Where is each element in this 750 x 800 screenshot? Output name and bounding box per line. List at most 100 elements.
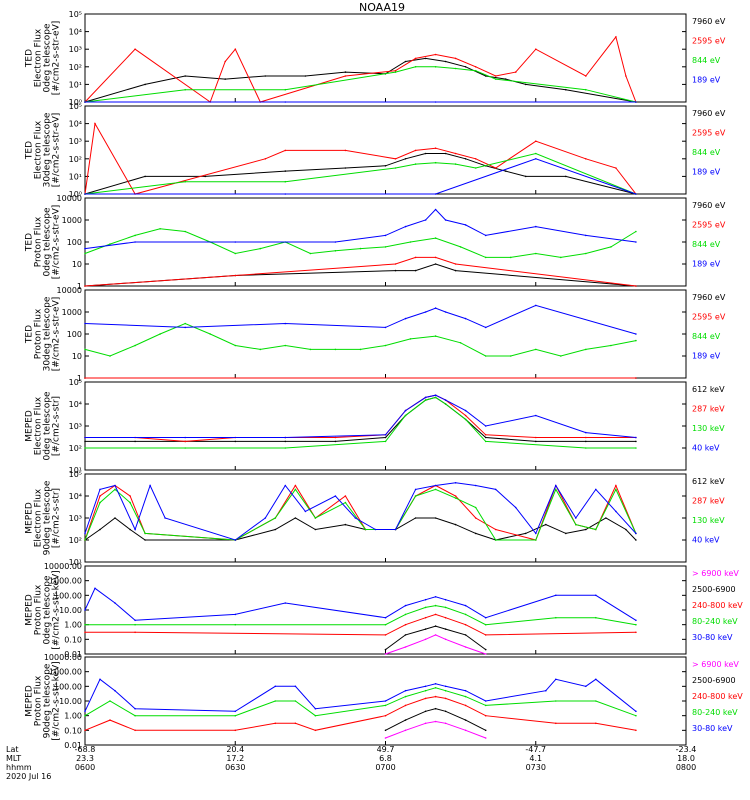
data-point	[234, 241, 237, 243]
data-point	[234, 440, 237, 443]
panel-2: 10⁰ 10¹ 10² 10³ 10⁴ 10⁵ TEDElectron Flux30deg …	[25, 102, 726, 199]
data-point	[414, 495, 417, 497]
data-point	[610, 344, 612, 347]
data-point	[585, 447, 587, 449]
data-point	[134, 344, 136, 347]
data-point	[294, 484, 297, 487]
data-point	[404, 414, 407, 417]
legend-entry: 7960 eV	[692, 17, 726, 26]
data-point	[585, 88, 587, 91]
data-point	[344, 75, 347, 77]
y-tick-label: 10⁵	[69, 102, 82, 111]
y-tick-label: 100	[67, 330, 82, 339]
x-tick-label-time: 0800	[676, 763, 696, 772]
data-point	[414, 517, 417, 519]
data-point	[484, 653, 487, 655]
legend-entry: 189 eV	[692, 76, 721, 85]
data-point	[134, 48, 136, 50]
legend-entry: 844 eV	[692, 332, 721, 341]
data-point	[434, 596, 437, 598]
data-point	[234, 252, 237, 255]
data-point	[615, 488, 617, 491]
data-point	[134, 440, 136, 443]
legend-entry: 844 eV	[692, 240, 721, 249]
data-point	[434, 208, 437, 211]
data-point	[149, 484, 151, 487]
data-point	[545, 523, 547, 526]
data-point	[184, 447, 186, 449]
data-point	[454, 67, 457, 70]
data-point	[274, 722, 277, 725]
data-point	[434, 484, 437, 487]
x-tick-label-lat: 20.4	[226, 745, 244, 754]
legend-entry: 80-240 keV	[692, 708, 738, 717]
data-point	[84, 322, 86, 325]
legend-entry: 189 eV	[692, 352, 721, 361]
x-row-label-mlt: MLT	[6, 754, 21, 763]
y-tick-label: 10³	[69, 422, 82, 431]
series-line-5	[84, 678, 637, 712]
data-point	[404, 719, 407, 721]
series-line-2	[84, 122, 637, 195]
data-point	[344, 149, 347, 152]
data-point	[535, 48, 537, 50]
data-point	[464, 613, 467, 616]
data-point	[595, 616, 597, 619]
data-point	[434, 147, 437, 149]
data-point	[409, 241, 412, 243]
data-point	[144, 539, 146, 541]
date-label: 2020 Jul 16	[6, 772, 51, 781]
data-point	[84, 193, 86, 195]
y-tick-label: 10³	[69, 137, 82, 146]
y-tick-label: 1000.00	[49, 577, 82, 586]
legend-entry: 130 keV	[692, 424, 725, 433]
data-point	[114, 488, 116, 491]
data-point	[384, 234, 387, 237]
y-tick-label: 10⁴	[69, 28, 82, 37]
data-point	[434, 53, 437, 56]
data-point	[424, 697, 427, 700]
data-point	[409, 338, 412, 340]
legend-entry: 7960 eV	[692, 201, 726, 210]
data-point	[454, 269, 457, 272]
y-tick-label: 0.01	[64, 650, 82, 659]
data-point	[434, 683, 437, 685]
data-point	[134, 528, 136, 531]
x-tick-label-lat: -23.4	[676, 745, 697, 754]
data-point	[294, 722, 297, 725]
data-point	[414, 163, 417, 165]
data-point	[444, 152, 447, 155]
data-point	[474, 517, 477, 519]
data-point	[264, 158, 267, 160]
data-point	[434, 394, 437, 397]
y-tick-label: 10²	[69, 63, 82, 72]
data-point	[484, 623, 487, 626]
data-point	[444, 638, 447, 641]
data-point	[234, 714, 237, 717]
data-point	[394, 69, 397, 72]
data-point	[84, 532, 86, 535]
data-point	[284, 344, 287, 347]
x-tick-label-time: 0700	[375, 763, 395, 772]
y-tick-label: 1.00	[64, 712, 82, 721]
data-point	[404, 317, 407, 320]
y-tick-label: 10	[72, 352, 82, 361]
figure-title: NOAA19	[359, 1, 405, 14]
data-point	[635, 241, 637, 243]
legend-entry: 612 keV	[692, 385, 725, 394]
data-point	[494, 528, 497, 531]
y-tick-label: 10⁵	[69, 470, 82, 479]
data-point	[434, 263, 437, 265]
data-point	[114, 517, 116, 519]
data-point	[585, 685, 587, 688]
y-tick-label: 10⁴	[69, 492, 82, 501]
data-point	[595, 488, 597, 491]
series-line-3	[84, 152, 637, 195]
data-point	[84, 447, 86, 449]
y-tick-label: 100.00	[54, 591, 82, 600]
data-point	[535, 436, 537, 439]
data-point	[484, 440, 487, 443]
data-point	[585, 252, 587, 255]
data-point	[284, 193, 287, 195]
